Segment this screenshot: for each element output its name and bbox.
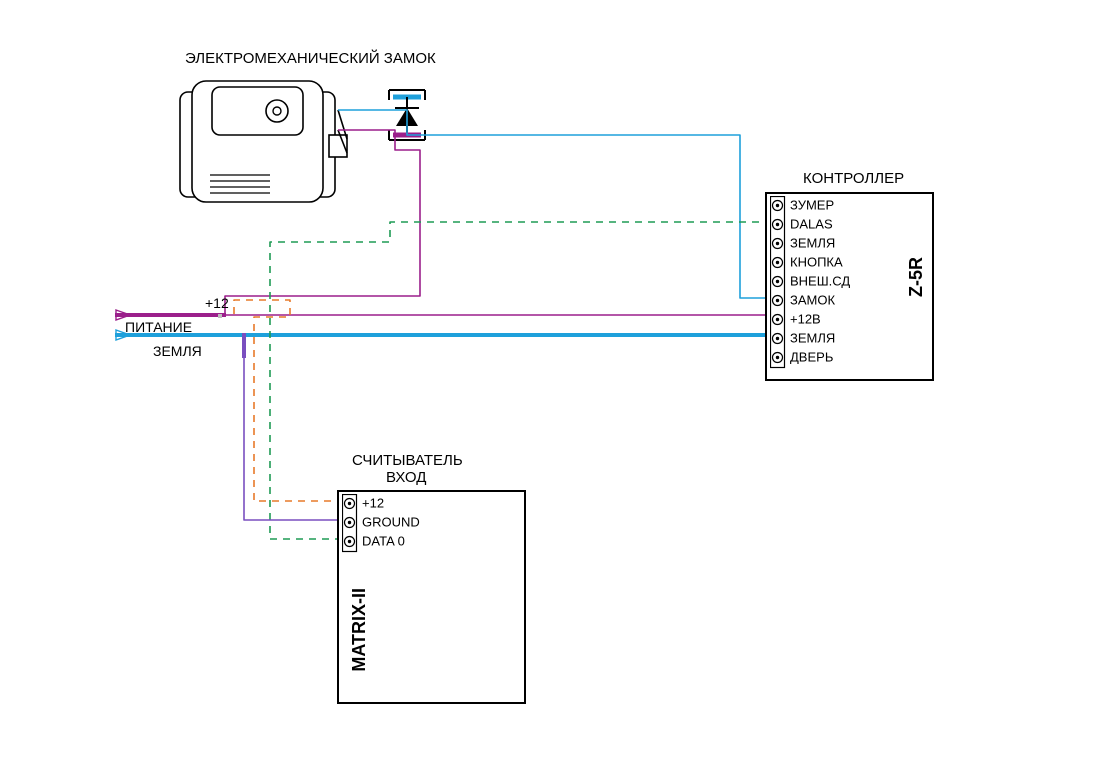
pin-label: GROUND (362, 515, 420, 530)
pin-label: ЗЕМЛЯ (790, 331, 835, 346)
pin-label: КНОПКА (790, 255, 843, 270)
wire-reader-gnd-purple (244, 340, 344, 520)
pin-label: +12 (362, 496, 384, 511)
power-plus12-label: +12 (205, 295, 229, 311)
controller-title: КОНТРОЛЛЕР (803, 170, 904, 187)
wire-ctrl-lock-blue (338, 110, 772, 298)
pin-label: ДВЕРЬ (790, 350, 833, 365)
wiring-layer (0, 0, 1100, 770)
pin-label: ЗЕМЛЯ (790, 236, 835, 251)
lock-title: ЭЛЕКТРОМЕХАНИЧЕСКИЙ ЗАМОК (185, 50, 436, 67)
lock-drawing (180, 81, 347, 202)
reader-title-1: СЧИТЫВАТЕЛЬ (352, 452, 463, 469)
power-supply-label: ПИТАНИЕ (125, 319, 192, 335)
pin-label: DALAS (790, 217, 833, 232)
reader-model-label: MATRIX-II (349, 588, 370, 672)
pin-label: ЗАМОК (790, 293, 835, 308)
pin-label: DATA 0 (362, 534, 405, 549)
controller-model-label: Z-5R (906, 257, 927, 297)
pin-label: +12В (790, 312, 821, 327)
power-ground-label: ЗЕМЛЯ (153, 343, 202, 359)
pin-label: ЗУМЕР (790, 198, 834, 213)
reader-title-2: ВХОД (386, 469, 426, 486)
wire-reader-12-orange (234, 300, 344, 501)
pin-label: ВНЕШ.СД (790, 274, 850, 289)
